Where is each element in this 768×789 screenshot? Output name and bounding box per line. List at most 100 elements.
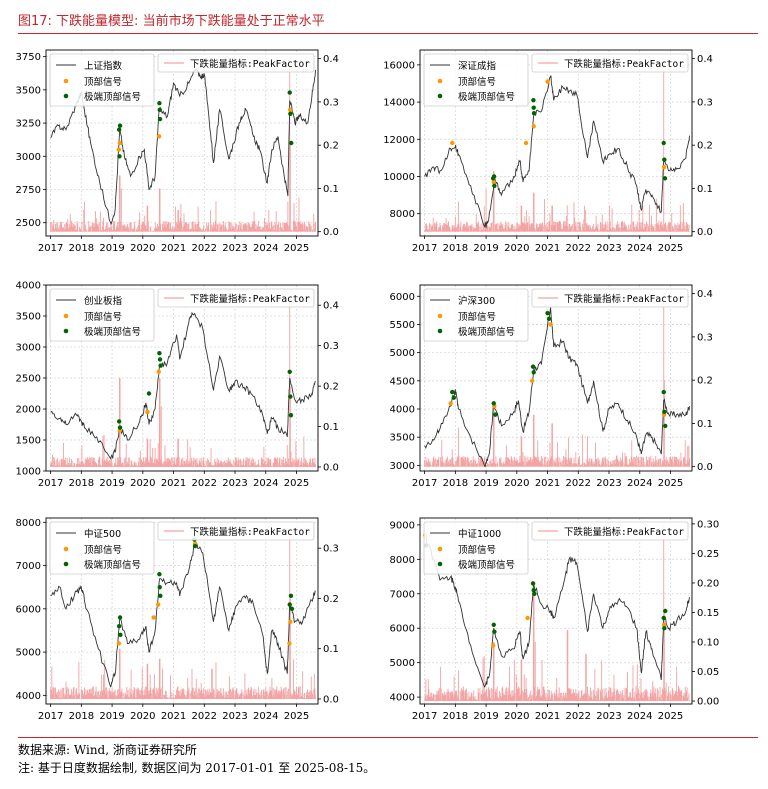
legend-box — [49, 521, 155, 575]
x-tick-label: 2018 — [69, 711, 94, 722]
y2-tick-label: 0.1 — [323, 422, 339, 433]
x-tick-label: 2021 — [535, 478, 560, 489]
extreme-signal-point — [530, 364, 536, 369]
legend-right: 下跌能量指标:PeakFactor — [157, 53, 315, 73]
y2-tick-label: 0.0 — [323, 462, 339, 473]
extreme-signal-point — [157, 585, 162, 590]
extreme-signal-point — [531, 105, 536, 110]
y-tick-label: 10000 — [383, 172, 415, 183]
peakfactor-series — [50, 301, 316, 467]
chart-6: 4000 5000 6000 7000 8000 9000 0.00 0.05 0.10 0.15… — [390, 517, 719, 722]
y2-tick-label: 0.2 — [323, 594, 339, 605]
y-tick-label: 2500 — [16, 374, 41, 385]
y2-tick-label: 0.3 — [697, 97, 713, 108]
legend-box — [49, 288, 155, 342]
y2-tick-label: 0.4 — [697, 54, 713, 65]
x-tick-label: 2019 — [99, 243, 124, 254]
extreme-signal-point — [146, 391, 152, 396]
y2-tick-label: 0.3 — [697, 332, 713, 343]
x-tick-label: 2023 — [222, 711, 247, 722]
extreme-signal-point — [531, 98, 536, 103]
x-tick-label: 2019 — [473, 478, 498, 489]
y2-tick-label: 0.4 — [697, 289, 713, 300]
top-signal-point — [145, 409, 150, 415]
x-tick-label: 2022 — [566, 243, 591, 254]
y-tick-label: 8000 — [390, 555, 415, 566]
legend-label-peakfactor: 下跌能量指标:PeakFactor — [190, 526, 310, 538]
top-signal-point — [548, 322, 553, 327]
extreme-signal-point — [289, 140, 294, 146]
legend-label-index: 上证指数 — [84, 60, 123, 72]
x-tick-label: 2024 — [627, 711, 652, 722]
legend-label-index: 沪深300 — [458, 295, 495, 307]
x-tick-label: 2023 — [596, 711, 621, 722]
y-tick-label: 6000 — [390, 292, 415, 303]
y2-tick-label: 0.1 — [323, 184, 339, 195]
y-tick-label: 3000 — [390, 461, 415, 472]
extreme-signal-point — [117, 425, 123, 430]
extreme-signal-point — [157, 107, 162, 112]
chart-1: 2500 2750 3000 3250 3500 3750 0.0 0.1 0.2 0.3 0.4 2… — [16, 49, 339, 254]
plot-frame — [419, 517, 693, 705]
extreme-signal-point — [491, 401, 496, 406]
top-signal-point — [117, 140, 122, 146]
legend-box — [423, 53, 529, 107]
y-tick-label: 16000 — [383, 60, 415, 71]
chart-panel-3: 1000 1500 2000 2500 3000 3500 4000 0.0 0.1 0.2 0.3… — [10, 275, 350, 505]
legend-label-top: 顶部信号 — [458, 544, 496, 556]
plot-frame — [45, 517, 319, 705]
extreme-signal-point — [531, 111, 537, 116]
y-tick-label: 9000 — [390, 520, 415, 531]
extreme-signal-point — [531, 588, 536, 593]
index-line — [424, 307, 690, 468]
y-tick-label: 4500 — [390, 376, 415, 387]
legend-label-index: 创业板指 — [84, 295, 123, 307]
x-tick-label: 2024 — [253, 243, 278, 254]
legend-box — [423, 521, 529, 575]
y-tick-label: 5000 — [390, 658, 415, 669]
plot-frame — [45, 49, 319, 237]
legend-label-extreme: 极端顶部信号 — [458, 559, 515, 571]
legend-label-top: 顶部信号 — [458, 311, 496, 323]
index-line — [50, 311, 316, 460]
legend-label-peakfactor: 下跌能量指标:PeakFactor — [564, 526, 684, 538]
y-tick-label: 5000 — [390, 348, 415, 359]
legend-right: 下跌能量指标:PeakFactor — [157, 521, 315, 541]
y2-tick-label: 0.00 — [697, 697, 719, 708]
x-tick-label: 2021 — [161, 478, 186, 489]
y2-tick-label: 0.4 — [323, 54, 339, 65]
extreme-signal-point — [157, 116, 163, 122]
chart-panel-6: 4000 5000 6000 7000 8000 9000 0.00 0.05 0.10 0.15… — [384, 508, 724, 738]
legend-box — [531, 288, 689, 308]
x-tick-label: 2022 — [192, 243, 217, 254]
legend-box — [157, 521, 315, 541]
extreme-signal-point — [287, 90, 292, 95]
legend-box — [531, 521, 689, 541]
legend-label-extreme: 极端顶部信号 — [84, 559, 141, 571]
extreme-signal-point — [289, 606, 295, 612]
y2-tick-label: 0.05 — [697, 667, 719, 678]
extreme-signal-point — [116, 127, 122, 132]
extreme-signal-point — [530, 581, 536, 586]
legend-label-peakfactor: 下跌能量指标:PeakFactor — [190, 58, 310, 70]
legend-box — [157, 288, 315, 308]
y2-tick-label: 0.2 — [323, 382, 339, 393]
legend-label-index: 中证500 — [84, 528, 121, 540]
x-tick-label: 2020 — [130, 478, 155, 489]
y2-tick-label: 0.15 — [697, 608, 719, 619]
extreme-signal-point — [158, 593, 163, 599]
legend-label-top: 顶部信号 — [458, 76, 496, 88]
extreme-signal-point — [157, 572, 162, 577]
legend-extreme-swatch — [63, 328, 69, 334]
top-signal-point — [450, 140, 455, 146]
y2-tick-label: 0.3 — [323, 341, 339, 352]
x-tick-label: 2017 — [38, 711, 63, 722]
x-tick-label: 2021 — [161, 711, 186, 722]
x-tick-label: 2024 — [627, 478, 652, 489]
top-signal-point — [155, 602, 161, 607]
extreme-signal-point — [287, 602, 292, 607]
y2-tick-label: 0.2 — [697, 376, 713, 387]
legend-top-swatch — [63, 313, 69, 319]
extreme-signal-point — [662, 176, 668, 181]
